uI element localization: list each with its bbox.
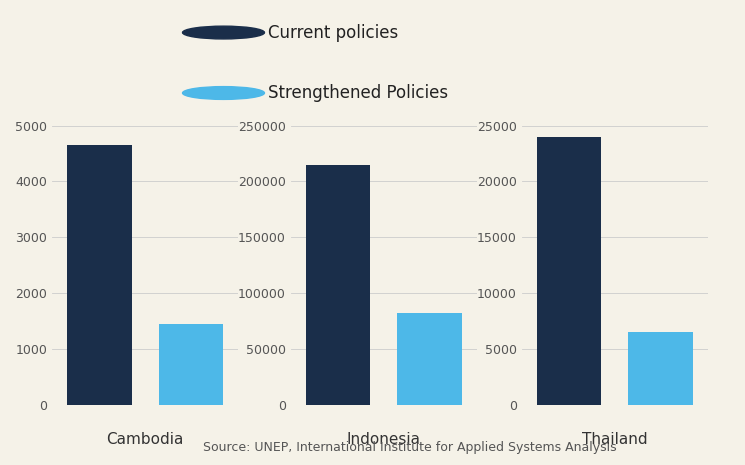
- Text: Indonesia: Indonesia: [346, 432, 421, 447]
- Bar: [536, 137, 601, 405]
- Bar: [67, 145, 132, 405]
- Bar: [159, 324, 224, 405]
- Bar: [397, 313, 462, 405]
- Text: Thailand: Thailand: [582, 432, 647, 447]
- Bar: [628, 332, 693, 405]
- Text: Cambodia: Cambodia: [107, 432, 184, 447]
- Text: Source: UNEP, International Institute for Applied Systems Analysis: Source: UNEP, International Institute fo…: [203, 441, 617, 454]
- Bar: [305, 165, 370, 405]
- Text: Strengthened Policies: Strengthened Policies: [268, 84, 448, 102]
- Circle shape: [183, 26, 264, 39]
- Text: Current policies: Current policies: [268, 24, 399, 41]
- Circle shape: [183, 86, 264, 100]
